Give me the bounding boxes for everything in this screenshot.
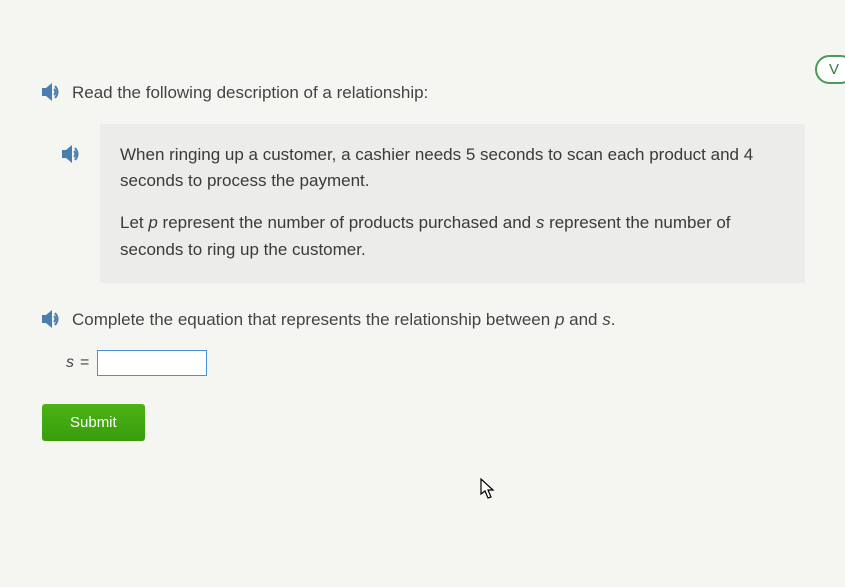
speaker-icon[interactable]	[40, 309, 64, 329]
text-fragment: Complete the equation that represents th…	[72, 310, 555, 329]
equation-lhs: s	[66, 354, 74, 372]
answer-input[interactable]	[97, 350, 207, 376]
question-content: Read the following description of a rela…	[0, 0, 845, 481]
description-paragraph-2: Let p represent the number of products p…	[120, 210, 785, 263]
equation-equals: =	[80, 354, 89, 372]
prompt-1-text: Read the following description of a rela…	[72, 80, 428, 106]
variable-s: s	[602, 310, 611, 329]
description-box: When ringing up a customer, a cashier ne…	[100, 124, 805, 283]
right-pill-button[interactable]: V	[815, 55, 845, 84]
description-paragraph-1: When ringing up a customer, a cashier ne…	[120, 142, 785, 195]
variable-p: p	[148, 213, 157, 232]
text-fragment: and	[564, 310, 602, 329]
text-fragment: .	[611, 310, 616, 329]
text-fragment: Let	[120, 213, 148, 232]
variable-p: p	[555, 310, 564, 329]
text-fragment: represent the number of products purchas…	[158, 213, 536, 232]
prompt-line-2: Complete the equation that represents th…	[40, 307, 805, 333]
submit-button[interactable]: Submit	[42, 404, 145, 441]
speaker-icon[interactable]	[60, 144, 84, 164]
equation-row: s =	[66, 350, 805, 376]
prompt-2-text: Complete the equation that represents th…	[72, 307, 615, 333]
prompt-line-1: Read the following description of a rela…	[40, 80, 805, 106]
speaker-icon[interactable]	[40, 82, 64, 102]
right-pill-label: V	[829, 61, 839, 78]
